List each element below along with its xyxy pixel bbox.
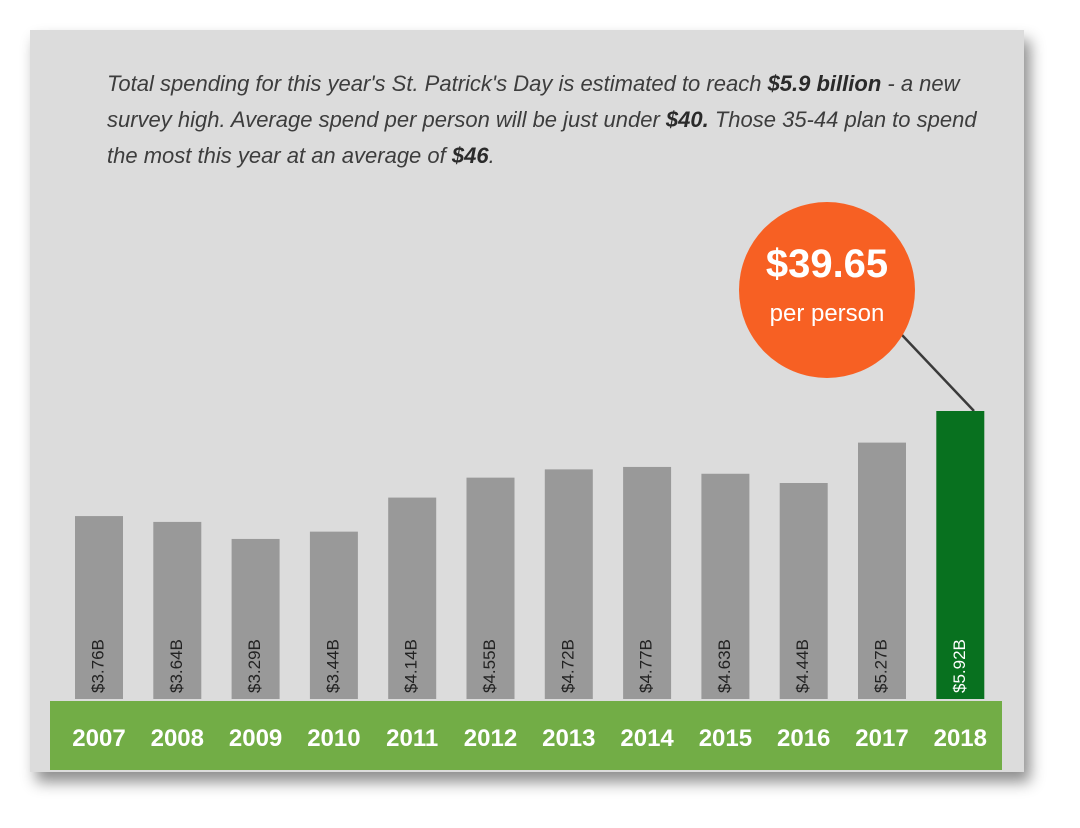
intro-text: Total spending for this year's St. Patri…: [107, 66, 987, 174]
intro-text-part-1: Total spending for this year's St. Patri…: [107, 71, 768, 96]
x-tick-2017: 2017: [855, 725, 908, 752]
infographic-card: Total spending for this year's St. Patri…: [30, 30, 1024, 772]
bar-labels-group: $3.76B $3.64B $3.29B $3.44B $4.14B $4.55B $4.7…: [88, 639, 968, 693]
bar-2012: [466, 477, 515, 699]
bar-2008: [153, 521, 202, 699]
x-tick-2018: 2018: [934, 725, 987, 752]
bar-label-2007: $3.76B: [88, 639, 107, 693]
x-tick-2009: 2009: [229, 725, 282, 752]
intro-average-spend: $40.: [665, 107, 709, 132]
x-tick-2014: 2014: [620, 725, 674, 752]
bar-label-2008: $3.64B: [167, 639, 186, 693]
bar-label-2009: $3.29B: [245, 639, 264, 693]
per-person-unit: per person: [769, 300, 885, 327]
intro-age-group-spend: $46: [451, 143, 489, 168]
bar-label-2017: $5.27B: [871, 639, 890, 693]
bar-2018: [936, 411, 985, 699]
bar-label-2012: $4.55B: [480, 639, 499, 693]
bar-2017: [858, 442, 906, 699]
x-tick-labels-group: 2007 2008 2009 2010 2011 2012 2013 2014 2015 2016…: [72, 725, 987, 752]
x-tick-2008: 2008: [151, 725, 204, 752]
intro-total-spend: $5.9 billion: [767, 71, 882, 96]
intro-text-part-3: Those 35-44 plan to spend the most this …: [107, 107, 977, 168]
bar-2009: [231, 538, 280, 699]
bar-2013: [544, 469, 593, 699]
x-tick-2011: 2011: [386, 725, 438, 752]
bar-label-2018: $5.92B: [950, 639, 969, 693]
bar-label-2011: $4.14B: [402, 639, 421, 693]
x-axis-band: [50, 701, 1002, 770]
x-tick-2015: 2015: [699, 725, 752, 752]
bar-label-2015: $4.63B: [715, 639, 734, 693]
bar-2014: [623, 466, 672, 699]
spending-bar-chart: $3.76B $3.64B $3.29B $3.44B $4.14B $4.55B $4.7…: [50, 334, 1002, 770]
x-tick-2012: 2012: [464, 725, 517, 752]
bar-2011: [388, 497, 437, 699]
bar-label-2014: $4.77B: [637, 639, 656, 693]
intro-text-part-2: - a new survey high. Average spend per p…: [107, 71, 960, 132]
bar-2010: [309, 531, 358, 699]
x-tick-2010: 2010: [307, 725, 360, 752]
bar-2007: [75, 516, 123, 699]
bar-label-2010: $3.44B: [323, 639, 342, 693]
per-person-callout: $39.65 per person: [739, 202, 915, 378]
x-tick-2016: 2016: [777, 725, 830, 752]
bar-label-2016: $4.44B: [793, 639, 812, 693]
x-tick-2013: 2013: [542, 725, 595, 752]
bar-label-2013: $4.72B: [558, 639, 577, 693]
bar-2016: [779, 483, 828, 699]
x-tick-2007: 2007: [72, 725, 125, 752]
intro-text-part-4: .: [488, 143, 495, 168]
bars-group: [75, 411, 985, 699]
callout-leader-line: [901, 334, 975, 412]
per-person-value: $39.65: [765, 242, 889, 286]
bar-2015: [701, 473, 750, 699]
